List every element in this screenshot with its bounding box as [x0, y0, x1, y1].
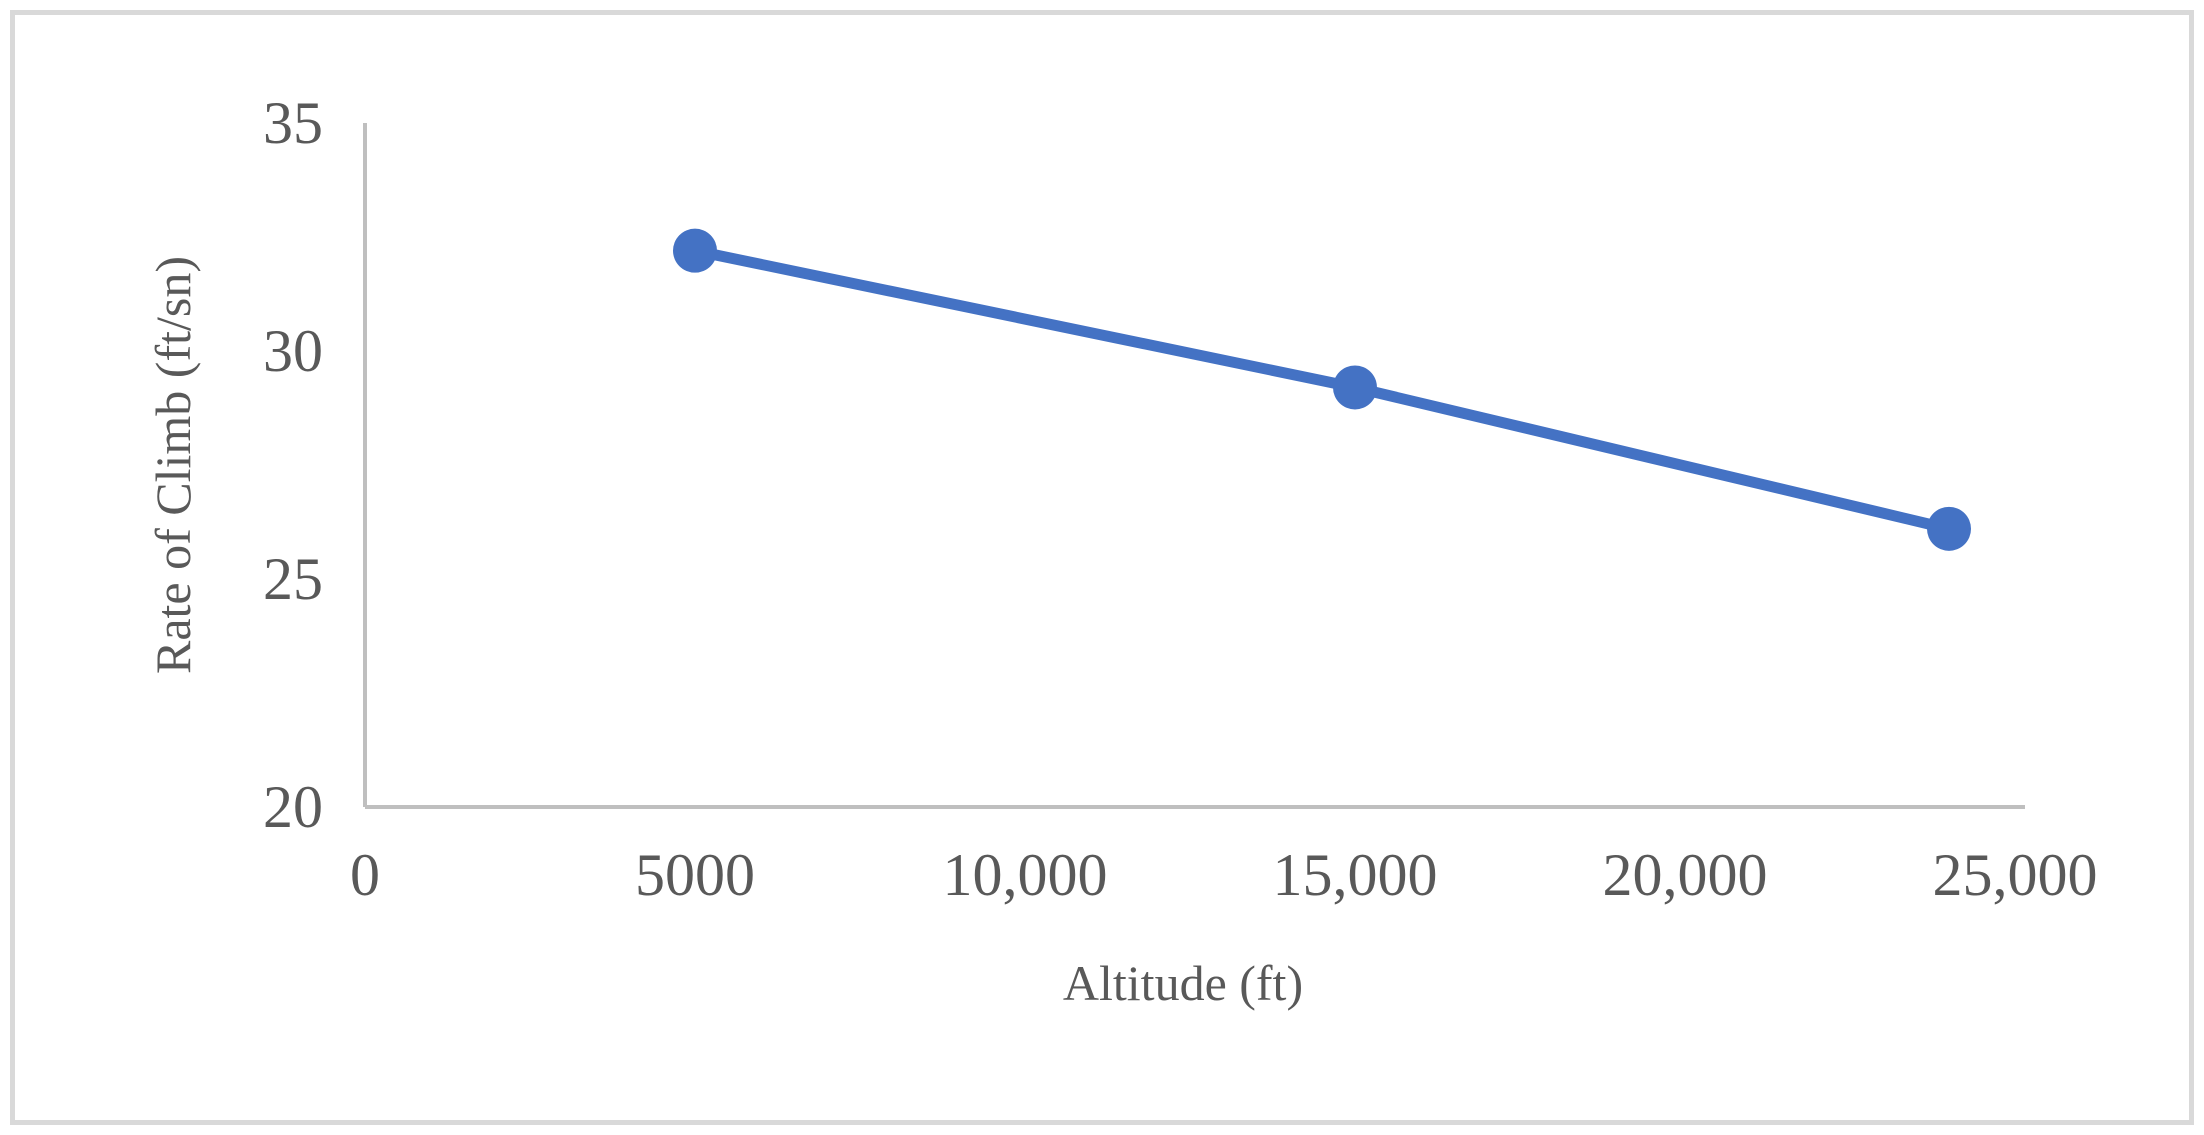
axes: [363, 123, 2025, 809]
y-tick-label: 30: [263, 318, 323, 384]
y-axis-title: Rate of Climb (ft/sn): [145, 256, 201, 674]
x-tick-label: 0: [350, 842, 380, 908]
x-tick-label: 25,000: [1933, 842, 2098, 908]
chart-frame: 20 25 30 35 0 5000 10,000 15,000 20,000 25,000 A…: [10, 10, 2194, 1125]
x-tick-label: 5000: [635, 842, 755, 908]
line-chart: 20 25 30 35 0 5000 10,000 15,000 20,000 25,000 A…: [145, 90, 2098, 1011]
data-series: [673, 228, 1971, 551]
data-point: [1927, 506, 1971, 551]
y-tick-label: 35: [263, 90, 323, 156]
y-tick-label: 20: [263, 774, 323, 840]
x-axis-title: Altitude (ft): [1063, 955, 1303, 1011]
x-tick-label: 15,000: [1273, 842, 1438, 908]
series-line: [689, 245, 1955, 535]
data-point: [1333, 365, 1377, 410]
y-tick-label: 25: [263, 546, 323, 612]
x-axis-ticks: 0 5000 10,000 15,000 20,000 25,000: [350, 842, 2098, 908]
x-tick-label: 20,000: [1603, 842, 1768, 908]
x-tick-label: 10,000: [943, 842, 1108, 908]
data-point: [673, 228, 717, 273]
y-axis-ticks: 20 25 30 35: [263, 90, 323, 840]
